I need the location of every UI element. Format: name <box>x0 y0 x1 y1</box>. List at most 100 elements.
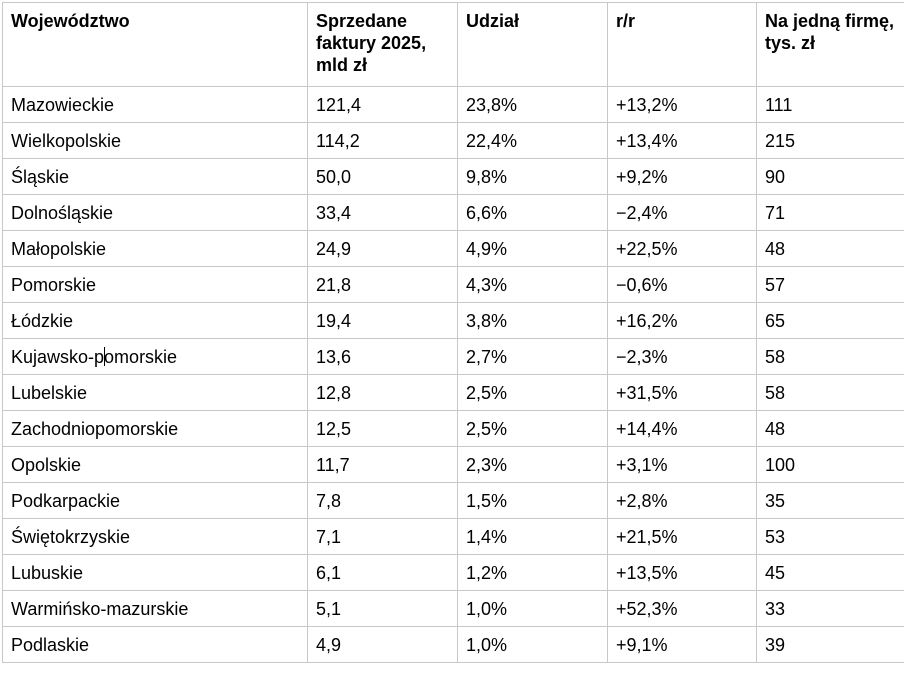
header-cell[interactable]: Województwo <box>2 2 308 87</box>
table-cell[interactable]: 4,3% <box>457 266 608 303</box>
table-cell[interactable]: 11,7 <box>307 446 458 483</box>
table-cell[interactable]: 19,4 <box>307 302 458 339</box>
table-cell[interactable]: Pomorskie <box>2 266 308 303</box>
table-cell[interactable]: 45 <box>756 554 904 591</box>
table-cell[interactable]: 53 <box>756 518 904 555</box>
table-cell[interactable]: +21,5% <box>607 518 757 555</box>
table-cell[interactable]: 1,4% <box>457 518 608 555</box>
table-cell[interactable]: 111 <box>756 86 904 123</box>
table-cell[interactable]: 3,8% <box>457 302 608 339</box>
table-cell[interactable]: +2,8% <box>607 482 757 519</box>
table-cell[interactable]: +31,5% <box>607 374 757 411</box>
table-cell[interactable]: 12,5 <box>307 410 458 447</box>
table-cell[interactable]: 7,1 <box>307 518 458 555</box>
table-cell[interactable]: 2,5% <box>457 374 608 411</box>
table-cell[interactable]: 33,4 <box>307 194 458 231</box>
table-cell[interactable]: 100 <box>756 446 904 483</box>
table-cell[interactable]: 90 <box>756 158 904 195</box>
table-cell[interactable]: +16,2% <box>607 302 757 339</box>
table-cell[interactable]: Mazowieckie <box>2 86 308 123</box>
table-cell[interactable]: 6,1 <box>307 554 458 591</box>
table-cell[interactable]: 57 <box>756 266 904 303</box>
table-cell[interactable]: Świętokrzyskie <box>2 518 308 555</box>
table-cell[interactable]: 65 <box>756 302 904 339</box>
table-cell[interactable]: Śląskie <box>2 158 308 195</box>
table-cell[interactable]: +22,5% <box>607 230 757 267</box>
table-cell[interactable]: +13,5% <box>607 554 757 591</box>
table-cell[interactable]: Wielkopolskie <box>2 122 308 159</box>
table-cell[interactable]: 9,8% <box>457 158 608 195</box>
table-row: Śląskie 50,0 9,8% +9,2% 90 <box>2 158 904 195</box>
header-cell[interactable]: Sprzedane faktury 2025, mld zł <box>307 2 458 87</box>
table-cell[interactable]: Lubelskie <box>2 374 308 411</box>
table-cell[interactable]: Warmińsko-mazurskie <box>2 590 308 627</box>
table-row: Lubelskie 12,8 2,5% +31,5% 58 <box>2 374 904 411</box>
table-cell[interactable]: Podkarpackie <box>2 482 308 519</box>
table-cell[interactable]: +3,1% <box>607 446 757 483</box>
table-cell[interactable]: +14,4% <box>607 410 757 447</box>
table-cell[interactable]: 4,9 <box>307 626 458 663</box>
table-cell[interactable]: 22,4% <box>457 122 608 159</box>
table-cell[interactable]: 33 <box>756 590 904 627</box>
header-cell[interactable]: Na jedną firmę, tys. zł <box>756 2 904 87</box>
table-cell[interactable]: Łódzkie <box>2 302 308 339</box>
table-cell[interactable]: Podlaskie <box>2 626 308 663</box>
header-cell[interactable]: Udział <box>457 2 608 87</box>
table-row: Podlaskie 4,9 1,0% +9,1% 39 <box>2 626 904 663</box>
table-cell[interactable]: 24,9 <box>307 230 458 267</box>
data-table: Województwo Sprzedane faktury 2025, mld … <box>2 2 904 663</box>
table-cell[interactable]: +52,3% <box>607 590 757 627</box>
table-row: Wielkopolskie 114,2 22,4% +13,4% 215 <box>2 122 904 159</box>
table-cell[interactable]: 12,8 <box>307 374 458 411</box>
table-row: Warmińsko-mazurskie 5,1 1,0% +52,3% 33 <box>2 590 904 627</box>
table-row: Opolskie 11,7 2,3% +3,1% 100 <box>2 446 904 483</box>
table-cell[interactable]: 1,2% <box>457 554 608 591</box>
header-cell[interactable]: r/r <box>607 2 757 87</box>
table-cell[interactable]: 58 <box>756 374 904 411</box>
table-cell[interactable]: 7,8 <box>307 482 458 519</box>
table-cell[interactable]: 13,6 <box>307 338 458 375</box>
table-cell[interactable]: 1,0% <box>457 590 608 627</box>
table-cell[interactable]: 71 <box>756 194 904 231</box>
table-row: Lubuskie 6,1 1,2% +13,5% 45 <box>2 554 904 591</box>
table-cell[interactable]: 4,9% <box>457 230 608 267</box>
table-cell[interactable]: 114,2 <box>307 122 458 159</box>
table-row: Kujawsko-pomorskie 13,6 2,7% −2,3% 58 <box>2 338 904 375</box>
table-cell[interactable]: 50,0 <box>307 158 458 195</box>
table-cell[interactable]: +13,2% <box>607 86 757 123</box>
table-cell[interactable]: 2,3% <box>457 446 608 483</box>
table-cell[interactable]: −0,6% <box>607 266 757 303</box>
table-cell[interactable]: 215 <box>756 122 904 159</box>
table-cell[interactable]: −2,4% <box>607 194 757 231</box>
table-cell[interactable]: Małopolskie <box>2 230 308 267</box>
table-cell[interactable]: 2,5% <box>457 410 608 447</box>
table-cell[interactable]: Kujawsko-pomorskie <box>2 338 308 375</box>
table-cell[interactable]: 5,1 <box>307 590 458 627</box>
table-cell[interactable]: Zachodniopomorskie <box>2 410 308 447</box>
table-cell[interactable]: 35 <box>756 482 904 519</box>
table-row: Łódzkie 19,4 3,8% +16,2% 65 <box>2 302 904 339</box>
table-cell[interactable]: 58 <box>756 338 904 375</box>
table-cell[interactable]: +9,2% <box>607 158 757 195</box>
table-cell[interactable]: 48 <box>756 410 904 447</box>
table-cell[interactable]: Lubuskie <box>2 554 308 591</box>
table-cell[interactable]: Dolnośląskie <box>2 194 308 231</box>
table-cell[interactable]: 1,5% <box>457 482 608 519</box>
table-cell[interactable]: 39 <box>756 626 904 663</box>
header-row: Województwo Sprzedane faktury 2025, mld … <box>2 2 904 87</box>
table-row: Zachodniopomorskie 12,5 2,5% +14,4% 48 <box>2 410 904 447</box>
table-cell[interactable]: +9,1% <box>607 626 757 663</box>
table-cell[interactable]: +13,4% <box>607 122 757 159</box>
table-row: Mazowieckie 121,4 23,8% +13,2% 111 <box>2 86 904 123</box>
table-cell[interactable]: 21,8 <box>307 266 458 303</box>
table-row: Podkarpackie 7,8 1,5% +2,8% 35 <box>2 482 904 519</box>
table-cell[interactable]: 1,0% <box>457 626 608 663</box>
table-cell[interactable]: 2,7% <box>457 338 608 375</box>
table-cell[interactable]: 48 <box>756 230 904 267</box>
table-cell[interactable]: 23,8% <box>457 86 608 123</box>
table-row: Dolnośląskie 33,4 6,6% −2,4% 71 <box>2 194 904 231</box>
table-cell[interactable]: −2,3% <box>607 338 757 375</box>
table-cell[interactable]: 6,6% <box>457 194 608 231</box>
table-cell[interactable]: Opolskie <box>2 446 308 483</box>
table-cell[interactable]: 121,4 <box>307 86 458 123</box>
